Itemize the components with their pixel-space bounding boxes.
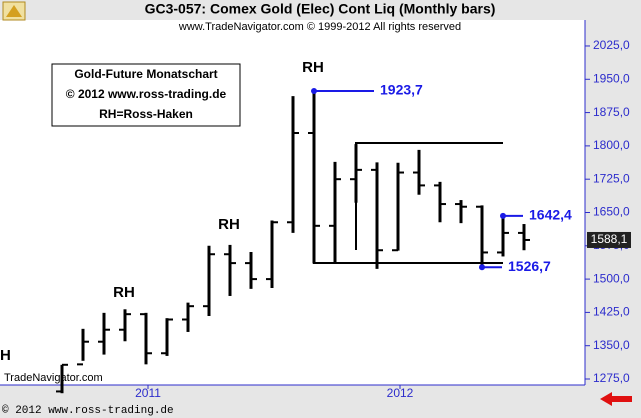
pattern-label: RH <box>218 216 240 233</box>
pattern-label: RH <box>113 284 135 301</box>
y-tick-label: 1350,0 <box>593 338 630 352</box>
y-tick-label: 1725,0 <box>593 171 630 185</box>
price-label: 1642,4 <box>529 207 572 223</box>
price-dot <box>500 212 506 219</box>
y-tick-label: 1800,0 <box>593 138 630 152</box>
pattern-label: H <box>0 347 11 364</box>
x-tick-label: 2011 <box>135 386 161 400</box>
chart-subtitle: www.TradeNavigator.com © 1999-2012 All r… <box>178 21 461 33</box>
info-box <box>51 63 241 127</box>
last-price-label: 1588,1 <box>591 232 628 246</box>
logo-icon <box>2 1 26 21</box>
y-tick-label: 1275,0 <box>593 371 630 385</box>
price-label: 1526,7 <box>508 258 551 274</box>
pattern-label: RH <box>302 59 324 76</box>
x-tick-label: 2012 <box>387 386 414 400</box>
info-line: Gold-Future Monatschart <box>74 67 217 81</box>
chart-title: GC3-057: Comex Gold (Elec) Cont Liq (Mon… <box>145 1 496 17</box>
y-tick-label: 1950,0 <box>593 71 630 85</box>
y-tick-label: 1500,0 <box>593 271 630 285</box>
y-tick-label: 1425,0 <box>593 305 630 319</box>
footer: © 2012 www.ross-trading.de <box>2 405 174 417</box>
scroll-arrow[interactable] <box>600 392 632 406</box>
info-line: RH=Ross-Haken <box>99 107 193 121</box>
info-line: © 2012 www.ross-trading.de <box>66 87 227 101</box>
y-tick-label: 1875,0 <box>593 105 630 119</box>
watermark: TradeNavigator.com <box>4 372 103 384</box>
price-label: 1923,7 <box>380 82 423 98</box>
last-price-box <box>587 231 631 248</box>
y-tick-label: 2025,0 <box>593 38 630 52</box>
price-dot <box>479 264 485 271</box>
price-dot <box>311 87 317 94</box>
y-tick-label: 1650,0 <box>593 205 630 219</box>
